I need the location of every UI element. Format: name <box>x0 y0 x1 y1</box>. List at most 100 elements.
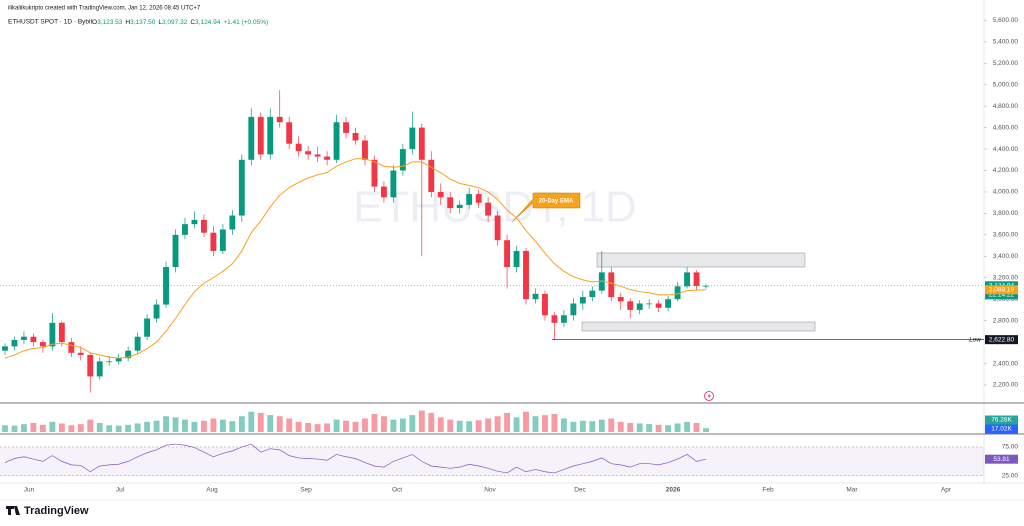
candle-body <box>504 240 511 268</box>
y-tick-label: 3,600.00 <box>993 232 1019 239</box>
candle-body <box>437 191 444 198</box>
volume-bar <box>532 416 539 432</box>
ohlc-value: 3,123.53 <box>97 19 123 26</box>
volume-bar <box>352 421 359 432</box>
volume-label: 17.02K <box>991 426 1012 433</box>
volume-bar <box>475 420 482 432</box>
ohlc-header: O3,123.53 H3,137.50 L3,097.32 C3,124.94 +1.4… <box>92 19 268 26</box>
candle-body <box>532 293 539 300</box>
candle-body <box>608 272 615 298</box>
ohlc-prefix: L <box>158 19 162 26</box>
candle-body <box>674 286 681 300</box>
volume-bar <box>30 423 37 432</box>
candle-body <box>627 301 634 310</box>
candle-body <box>485 202 492 216</box>
volume-bar <box>153 420 160 432</box>
volume-bar <box>229 421 236 432</box>
candle-body <box>390 170 397 198</box>
volume-bar <box>87 419 94 432</box>
volume-bar <box>182 419 188 432</box>
volume-bar <box>513 417 520 432</box>
volume-bar <box>579 420 586 432</box>
volume-bar <box>371 414 378 432</box>
low-label: 2,622.80 <box>989 336 1015 343</box>
candle-body <box>447 197 454 209</box>
rsi-tick-label: 25.00 <box>1002 473 1019 480</box>
volume-bar <box>504 412 511 432</box>
candle-body <box>286 122 293 144</box>
candle-body <box>30 336 37 343</box>
candle-body <box>276 116 283 123</box>
candle-body <box>371 159 378 187</box>
candle-body <box>68 342 75 353</box>
candle-body <box>200 219 207 233</box>
ohlc-prefix: H <box>125 19 130 26</box>
volume-bar <box>144 421 151 432</box>
rsi-line <box>4 443 707 474</box>
volume-bar <box>456 420 463 432</box>
y-tick-label: 5,400.00 <box>993 39 1019 46</box>
candle-body <box>314 154 321 157</box>
volume-bar <box>200 420 207 432</box>
candle-body <box>560 315 567 323</box>
volume-bar <box>58 423 65 432</box>
candle-body <box>665 299 672 308</box>
candle-body <box>551 315 558 323</box>
volume-bar <box>210 418 217 432</box>
volume-bar <box>115 425 122 432</box>
volume-bar <box>570 421 577 432</box>
volume-bar <box>428 412 435 432</box>
symbol: ETHUSDT SPOT · 1D · Bybit <box>8 19 92 26</box>
ohlc-value: 3,124.94 <box>195 19 221 26</box>
y-tick-label: 4,200.00 <box>993 167 1019 174</box>
candle-body <box>466 194 473 205</box>
y-tick-label: 3,200.00 <box>993 274 1019 281</box>
ohlc-value: 3,097.32 <box>162 19 188 26</box>
candle-body <box>77 352 84 355</box>
candle-body <box>182 224 188 235</box>
candle-body <box>238 159 245 216</box>
volume-bar <box>324 423 331 432</box>
candle-body <box>125 350 132 359</box>
volume-bar <box>68 425 75 432</box>
volume-bar <box>636 423 643 432</box>
volume-bar <box>409 415 416 432</box>
volume-bar <box>646 424 653 432</box>
volume-bar <box>665 425 672 432</box>
volume-bar <box>447 419 454 432</box>
volume-bar <box>286 418 293 432</box>
volume-bar <box>684 421 690 432</box>
rsi-value-label-box <box>985 454 1018 464</box>
volume-bar <box>295 421 302 432</box>
candle-body <box>153 304 160 319</box>
candle-body <box>39 342 46 347</box>
candle-body <box>352 132 359 141</box>
volume-bar <box>523 411 529 432</box>
volume-bar <box>106 425 113 432</box>
volume-bar <box>693 423 700 432</box>
candle-body <box>418 127 425 160</box>
volume-bar <box>589 421 596 432</box>
support-zone <box>581 321 816 332</box>
candle-body <box>305 151 312 155</box>
candle-body <box>210 232 217 251</box>
candle-body <box>703 285 709 287</box>
y-tick-label: 2,800.00 <box>993 317 1019 324</box>
y-tick-label: 3,800.00 <box>993 210 1019 217</box>
callout-text: 20-Day EMA <box>539 199 574 205</box>
volume-bar <box>134 423 141 432</box>
candle-body <box>324 156 331 160</box>
volume-bar <box>617 421 624 432</box>
candle-body <box>380 186 387 198</box>
candle-body <box>475 194 482 203</box>
volume-bar <box>219 419 226 432</box>
y-tick-label: 4,600.00 <box>993 124 1019 131</box>
candle-body <box>428 159 435 192</box>
candle-body <box>646 303 653 305</box>
low-label-box <box>985 335 1018 345</box>
candle-body <box>513 250 520 268</box>
candle-body <box>598 272 605 291</box>
candle-body <box>589 290 596 298</box>
candle-body <box>115 358 122 362</box>
